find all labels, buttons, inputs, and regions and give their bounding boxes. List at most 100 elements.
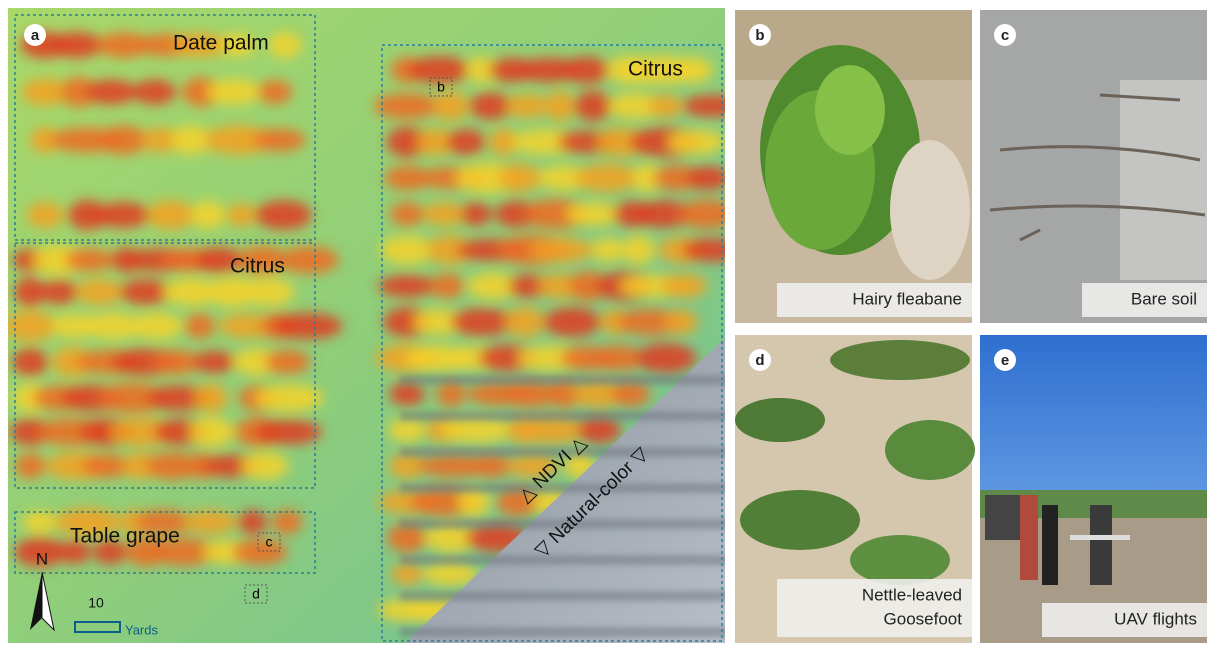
field-label: Citrus xyxy=(230,255,285,278)
canopy xyxy=(85,80,137,105)
canopy xyxy=(664,310,698,334)
canopy xyxy=(683,95,740,117)
canopy xyxy=(185,314,215,339)
natural-row xyxy=(400,375,730,385)
person xyxy=(1020,495,1038,580)
canopy xyxy=(391,563,422,585)
natural-row xyxy=(400,591,730,601)
photo-caption: UAV flights xyxy=(1114,609,1197,628)
canopy xyxy=(423,203,466,226)
canopy xyxy=(389,383,425,406)
canopy xyxy=(472,454,511,477)
plant xyxy=(815,65,885,155)
canopy xyxy=(255,385,323,412)
canopy xyxy=(380,236,433,264)
site-marker: b xyxy=(437,79,445,95)
canopy xyxy=(649,95,683,117)
site-marker: d xyxy=(252,586,260,602)
canopy xyxy=(100,126,147,155)
photo-e xyxy=(980,335,1207,643)
scale-unit: Yards xyxy=(125,622,158,637)
canopy xyxy=(26,202,63,227)
canopy xyxy=(190,417,235,446)
photo-caption: Hairy fleabane xyxy=(852,289,962,308)
canopy xyxy=(194,384,228,412)
weed-patch xyxy=(830,340,970,380)
weed-patch xyxy=(885,420,975,480)
canopy xyxy=(546,91,574,121)
canopy xyxy=(374,93,440,118)
canopy xyxy=(505,307,545,336)
canopy xyxy=(636,343,696,372)
canopy xyxy=(233,539,288,564)
natural-row xyxy=(400,555,730,565)
photo-shade xyxy=(1120,80,1207,280)
panel-label: e xyxy=(1001,352,1009,369)
canopy xyxy=(279,246,339,273)
canopy xyxy=(682,238,742,261)
natural-row xyxy=(400,483,730,493)
panel-label: b xyxy=(755,27,764,44)
canopy xyxy=(238,510,267,534)
table xyxy=(1070,535,1130,540)
canopy xyxy=(255,201,312,230)
canopy xyxy=(575,164,640,192)
figure: a Date palm Citrus Citrus Table grape b … xyxy=(0,0,1207,646)
panel-label: c xyxy=(1001,27,1009,44)
weed-patch xyxy=(735,398,825,442)
canopy xyxy=(133,80,176,105)
canopy xyxy=(461,202,492,225)
site-marker: c xyxy=(266,534,273,550)
field-label: Table grape xyxy=(70,525,180,548)
canopy xyxy=(15,454,45,479)
natural-row xyxy=(400,627,730,637)
ndvi-map xyxy=(4,8,743,643)
panel-label: d xyxy=(755,352,764,369)
canopy xyxy=(147,201,195,230)
canopy xyxy=(22,511,57,533)
canopy xyxy=(622,236,655,265)
canopy xyxy=(611,382,650,407)
field-label: Date palm xyxy=(173,32,269,55)
canopy xyxy=(255,420,322,445)
canopy xyxy=(543,307,601,336)
photo-caption: Nettle-leaved xyxy=(862,585,962,604)
canopy xyxy=(378,275,435,297)
field-label: Citrus xyxy=(628,58,683,81)
canopy xyxy=(574,91,613,121)
canopy xyxy=(272,313,342,339)
canopy xyxy=(268,32,301,58)
canopy xyxy=(686,166,730,190)
canopy xyxy=(258,80,292,104)
north-label: N xyxy=(36,549,48,568)
canopy xyxy=(191,201,225,229)
canopy xyxy=(132,313,182,339)
canopy xyxy=(76,279,123,304)
canopy xyxy=(668,130,726,154)
photo-caption: Goosefoot xyxy=(884,609,963,628)
photo-b xyxy=(735,10,972,323)
canopy xyxy=(54,32,102,58)
photo-caption: Bare soil xyxy=(1131,289,1197,308)
canopy xyxy=(227,203,256,226)
canopy xyxy=(505,95,550,118)
canopy xyxy=(12,348,48,375)
canopy xyxy=(14,277,45,306)
canopy xyxy=(64,249,114,271)
scale-value: 10 xyxy=(88,595,104,611)
canopy xyxy=(677,200,736,229)
canopy xyxy=(592,238,624,262)
canopy xyxy=(183,510,237,533)
canopy xyxy=(96,202,150,228)
canopy xyxy=(498,164,541,192)
canopy xyxy=(41,280,77,304)
canopy xyxy=(388,418,425,442)
canopy xyxy=(265,350,311,374)
canopy xyxy=(272,510,302,534)
canopy xyxy=(4,311,56,341)
photo-c xyxy=(980,10,1207,323)
canopy xyxy=(661,275,707,298)
canopy xyxy=(253,129,305,151)
soil xyxy=(890,140,970,280)
canopy xyxy=(563,57,610,83)
